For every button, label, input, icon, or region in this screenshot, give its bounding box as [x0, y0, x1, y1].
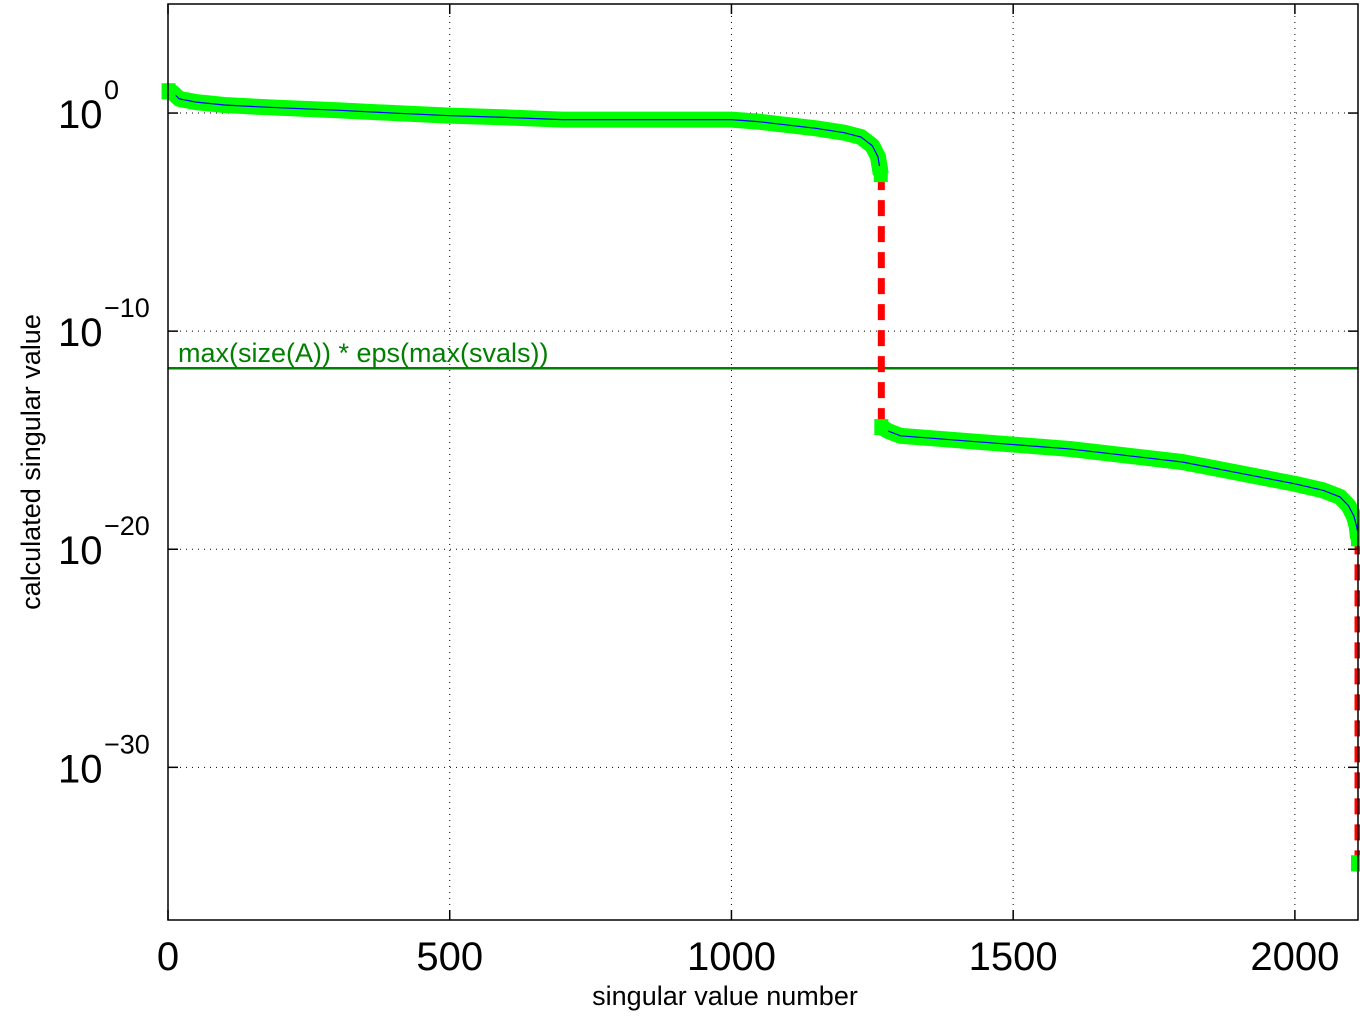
y-tick-base: 10: [58, 747, 103, 791]
x-tick-label: 2000: [1250, 935, 1339, 979]
y-tick-base: 10: [58, 529, 103, 573]
series-line: [881, 426, 1359, 539]
y-tick-power: 0: [104, 75, 119, 105]
y-tick-label: 100: [58, 75, 119, 137]
y-tick-base: 10: [58, 311, 103, 355]
x-axis-ticks: 0 500 1000 1500 2000: [157, 4, 1339, 979]
x-tick-label: 0: [157, 935, 179, 979]
y-tick-label: 10−30: [58, 729, 150, 791]
series-point: [1351, 530, 1360, 547]
series-point: [873, 166, 888, 183]
series-line: [168, 90, 882, 175]
y-tick-power: −30: [104, 729, 150, 759]
threshold-label: max(size(A)) * eps(max(svals)): [178, 338, 549, 368]
y-tick-label: 10−20: [58, 511, 150, 573]
y-tick-power: −20: [104, 511, 150, 541]
x-tick-label: 1000: [687, 935, 776, 979]
series-point: [1351, 855, 1360, 872]
y-tick-label: 10−10: [58, 293, 150, 355]
series-point: [874, 419, 889, 436]
series-marker-band: [164, 83, 889, 176]
x-axis-label: singular value number: [592, 981, 858, 1011]
jump-lines: [877, 174, 1360, 864]
y-tick-power: −10: [104, 293, 150, 323]
y-axis-label: calculated singular value: [16, 314, 46, 610]
data-series: [161, 83, 1360, 872]
plot-frame: [167, 3, 1359, 921]
x-tick-label: 500: [416, 935, 483, 979]
x-tick-label: 1500: [969, 935, 1058, 979]
y-tick-base: 10: [58, 93, 103, 137]
